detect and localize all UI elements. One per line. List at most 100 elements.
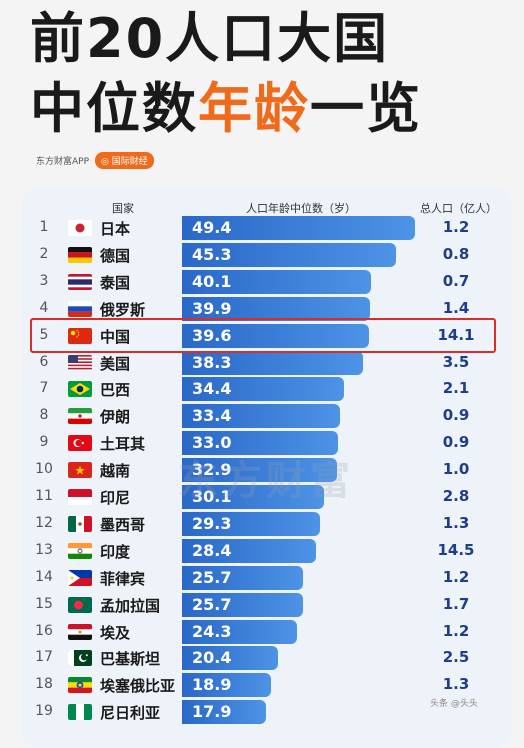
country-label: 德国: [100, 246, 131, 265]
pakistan-flag-icon: [68, 650, 92, 667]
usa-flag-icon: [68, 354, 92, 371]
population-value: 0.9: [442, 433, 470, 452]
mexico-flag-icon: [68, 515, 92, 532]
median-age-bar: [182, 458, 338, 483]
median-age-value: 25.7: [192, 567, 232, 587]
median-age-value: 20.4: [192, 648, 232, 668]
population-value: 1.7: [442, 594, 470, 613]
india-flag-icon: [68, 542, 92, 559]
median-age-value: 25.7: [192, 594, 232, 614]
china-highlight-box: [30, 318, 496, 353]
rank-label: 13: [35, 541, 53, 558]
country-label: 俄罗斯: [100, 300, 146, 319]
population-value: 1.0: [442, 460, 470, 479]
population-value: 0.7: [442, 271, 470, 290]
header-country: 国家: [112, 202, 134, 215]
bangladesh-flag-icon: [68, 596, 92, 613]
watermark: 东方财富: [178, 458, 354, 504]
country-label: 土耳其: [100, 435, 146, 454]
median-age-value: 45.3: [192, 244, 232, 264]
china-flag-icon: [68, 327, 92, 344]
median-age-value: 18.9: [192, 675, 232, 695]
rank-label: 7: [39, 380, 49, 397]
country-label: 印度: [100, 542, 131, 561]
population-value: 3.5: [442, 352, 470, 371]
ethiopia-flag-icon: [68, 677, 92, 694]
country-label: 尼日利亚: [100, 704, 161, 723]
country-label: 孟加拉国: [100, 596, 161, 615]
country-label: 菲律宾: [100, 569, 146, 588]
median-age-bar: [182, 404, 340, 429]
philippines-flag-icon: [68, 569, 92, 586]
header-median-age: 人口年龄中位数（岁）: [246, 202, 356, 215]
median-age-value: 38.3: [192, 352, 232, 372]
median-age-bar: [182, 431, 338, 456]
country-label: 越南: [100, 462, 131, 481]
country-label: 埃及: [100, 623, 131, 642]
population-value: 14.1: [437, 325, 475, 344]
source-tag: ◎ 国际财经: [95, 152, 154, 169]
rank-label: 15: [35, 595, 53, 612]
median-age-bar: [182, 646, 279, 671]
median-age-bar: [182, 377, 345, 402]
japan-flag-icon: [68, 220, 92, 236]
russia-flag-icon: [68, 300, 92, 317]
median-age-bar: [182, 511, 321, 536]
rank-label: 12: [35, 514, 53, 531]
rank-label: 1: [39, 219, 49, 235]
rank-label: 11: [35, 488, 53, 504]
footer-credit: 头条 @头头: [430, 699, 478, 709]
median-age-bar: [182, 242, 396, 267]
median-age-bar: [182, 700, 267, 725]
nigeria-flag-icon: [68, 704, 92, 721]
country-label: 巴基斯坦: [100, 650, 161, 669]
median-age-value: 49.4: [192, 218, 232, 237]
population-value: 0.8: [442, 244, 470, 263]
source-name: 东方财富APP: [36, 157, 90, 167]
population-value: 1.3: [442, 513, 470, 532]
median-age-value: 28.4: [192, 540, 232, 560]
median-age-bar: [182, 350, 363, 375]
median-age-value: 30.1: [192, 487, 232, 506]
median-age-value: 32.9: [192, 460, 232, 480]
median-age-bar: [182, 592, 304, 617]
country-label: 美国: [100, 354, 131, 373]
rank-label: 8: [39, 407, 49, 424]
country-label: 埃塞俄比亚: [100, 677, 176, 696]
country-label: 印尼: [100, 489, 131, 507]
median-age-value: 33.4: [192, 406, 232, 426]
median-age-value: 39.6: [192, 325, 232, 345]
rank-label: 6: [39, 353, 49, 370]
country-label: 巴西: [100, 381, 131, 400]
median-age-bar: [182, 269, 372, 294]
turkey-flag-icon: [68, 435, 92, 452]
median-age-bar: [182, 485, 325, 509]
rank-label: 2: [39, 245, 49, 262]
median-age-bar: [182, 216, 416, 240]
median-age-value: 29.3: [192, 513, 232, 533]
page-title-line1: 前20人口大国: [30, 7, 390, 70]
median-age-bar: [182, 565, 304, 590]
rank-label: 14: [35, 568, 53, 585]
median-age-bar: [182, 296, 371, 321]
population-value: 1.2: [442, 218, 470, 236]
header-population: 总人口（亿人）: [420, 202, 497, 215]
population-value: 0.9: [442, 406, 470, 425]
rank-label: 16: [35, 622, 53, 639]
population-value: 2.1: [442, 379, 470, 398]
rank-label: 5: [39, 326, 49, 343]
median-age-value: 17.9: [192, 702, 232, 722]
median-age-bar: [182, 323, 369, 348]
median-age-bar: [182, 538, 317, 563]
egypt-flag-icon: [68, 623, 92, 640]
rank-label: 18: [35, 676, 53, 693]
median-age-bar: [182, 673, 272, 698]
rank-label: 17: [35, 649, 53, 666]
population-value: 1.2: [442, 621, 470, 640]
rank-label: 19: [35, 703, 53, 720]
population-value: 14.5: [437, 540, 475, 559]
median-age-bar: [182, 619, 297, 644]
rank-label: 4: [39, 299, 49, 316]
country-label: 墨西哥: [100, 515, 146, 534]
population-value: 1.3: [442, 675, 470, 694]
